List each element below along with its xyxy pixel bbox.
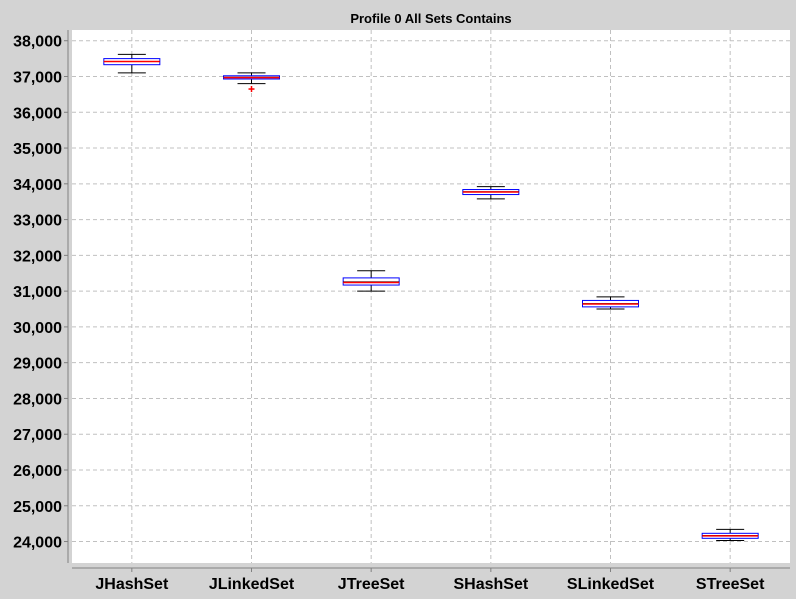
plot-background <box>72 30 790 563</box>
chart-title: Profile 0 All Sets Contains <box>350 11 511 26</box>
y-tick-label: 24,000 <box>13 535 62 552</box>
y-tick-label: 28,000 <box>13 391 62 408</box>
y-tick-label: 37,000 <box>13 70 62 87</box>
y-tick-label: 38,000 <box>13 34 62 51</box>
x-tick-label: JLinkedSet <box>209 576 295 593</box>
y-tick-label: 25,000 <box>13 499 62 516</box>
y-tick-label: 27,000 <box>13 427 62 444</box>
y-tick-label: 30,000 <box>13 320 62 337</box>
y-tick-label: 29,000 <box>13 356 62 373</box>
y-tick-label: 33,000 <box>13 213 62 230</box>
x-tick-label: JTreeSet <box>338 576 405 593</box>
x-tick-label: SLinkedSet <box>567 576 655 593</box>
x-tick-label: STreeSet <box>696 576 765 593</box>
y-tick-label: 35,000 <box>13 141 62 158</box>
y-tick-label: 26,000 <box>13 463 62 480</box>
y-tick-label: 32,000 <box>13 248 62 265</box>
y-tick-label: 34,000 <box>13 177 62 194</box>
y-tick-label: 36,000 <box>13 105 62 122</box>
x-tick-label: JHashSet <box>95 576 169 593</box>
plot-area: 24,000 25,000 26,000 27,000 28,000 29,000 30,0… <box>13 30 790 593</box>
y-tick-label: 31,000 <box>13 284 62 301</box>
x-tick-label: SHashSet <box>453 576 528 593</box>
